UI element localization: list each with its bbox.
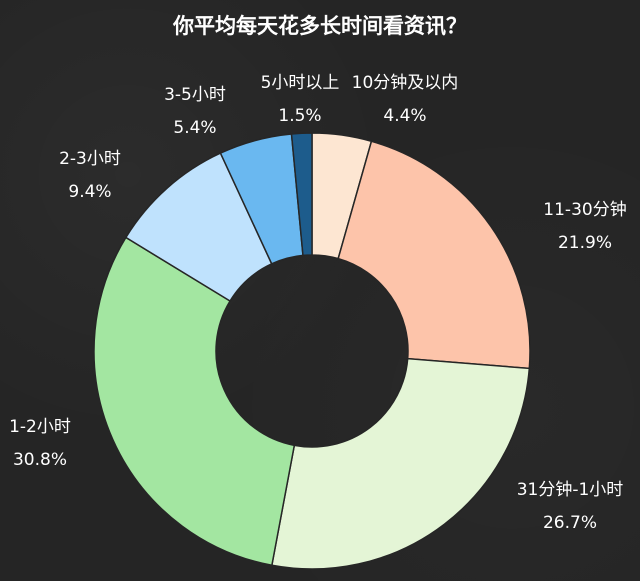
- slice-label-5: 2-3小时: [59, 149, 121, 169]
- slice-label-3: 31分钟-1小时: [517, 480, 624, 500]
- slice-value-1: 4.4%: [383, 106, 426, 126]
- slice-label-1: 10分钟及以内: [352, 73, 459, 93]
- slice-value-6: 5.4%: [173, 118, 216, 138]
- slice-label-6: 3-5小时: [164, 85, 226, 105]
- slice-7: [290, 132, 313, 257]
- slice-value-2: 21.9%: [558, 233, 612, 253]
- slice-value-5: 9.4%: [68, 182, 111, 202]
- slice-2: [337, 140, 531, 370]
- slice-label-4: 1-2小时: [9, 417, 71, 437]
- chart-title: 你平均每天花多长时间看资讯？: [173, 14, 467, 38]
- slice-value-4: 30.8%: [13, 450, 67, 470]
- slice-4: [93, 236, 296, 567]
- slice-value-3: 26.7%: [543, 513, 597, 533]
- slice-label-2: 11-30分钟: [543, 200, 626, 220]
- slice-label-7: 5小时以上: [261, 73, 340, 93]
- slice-3: [270, 357, 531, 570]
- slice-value-7: 1.5%: [278, 106, 321, 126]
